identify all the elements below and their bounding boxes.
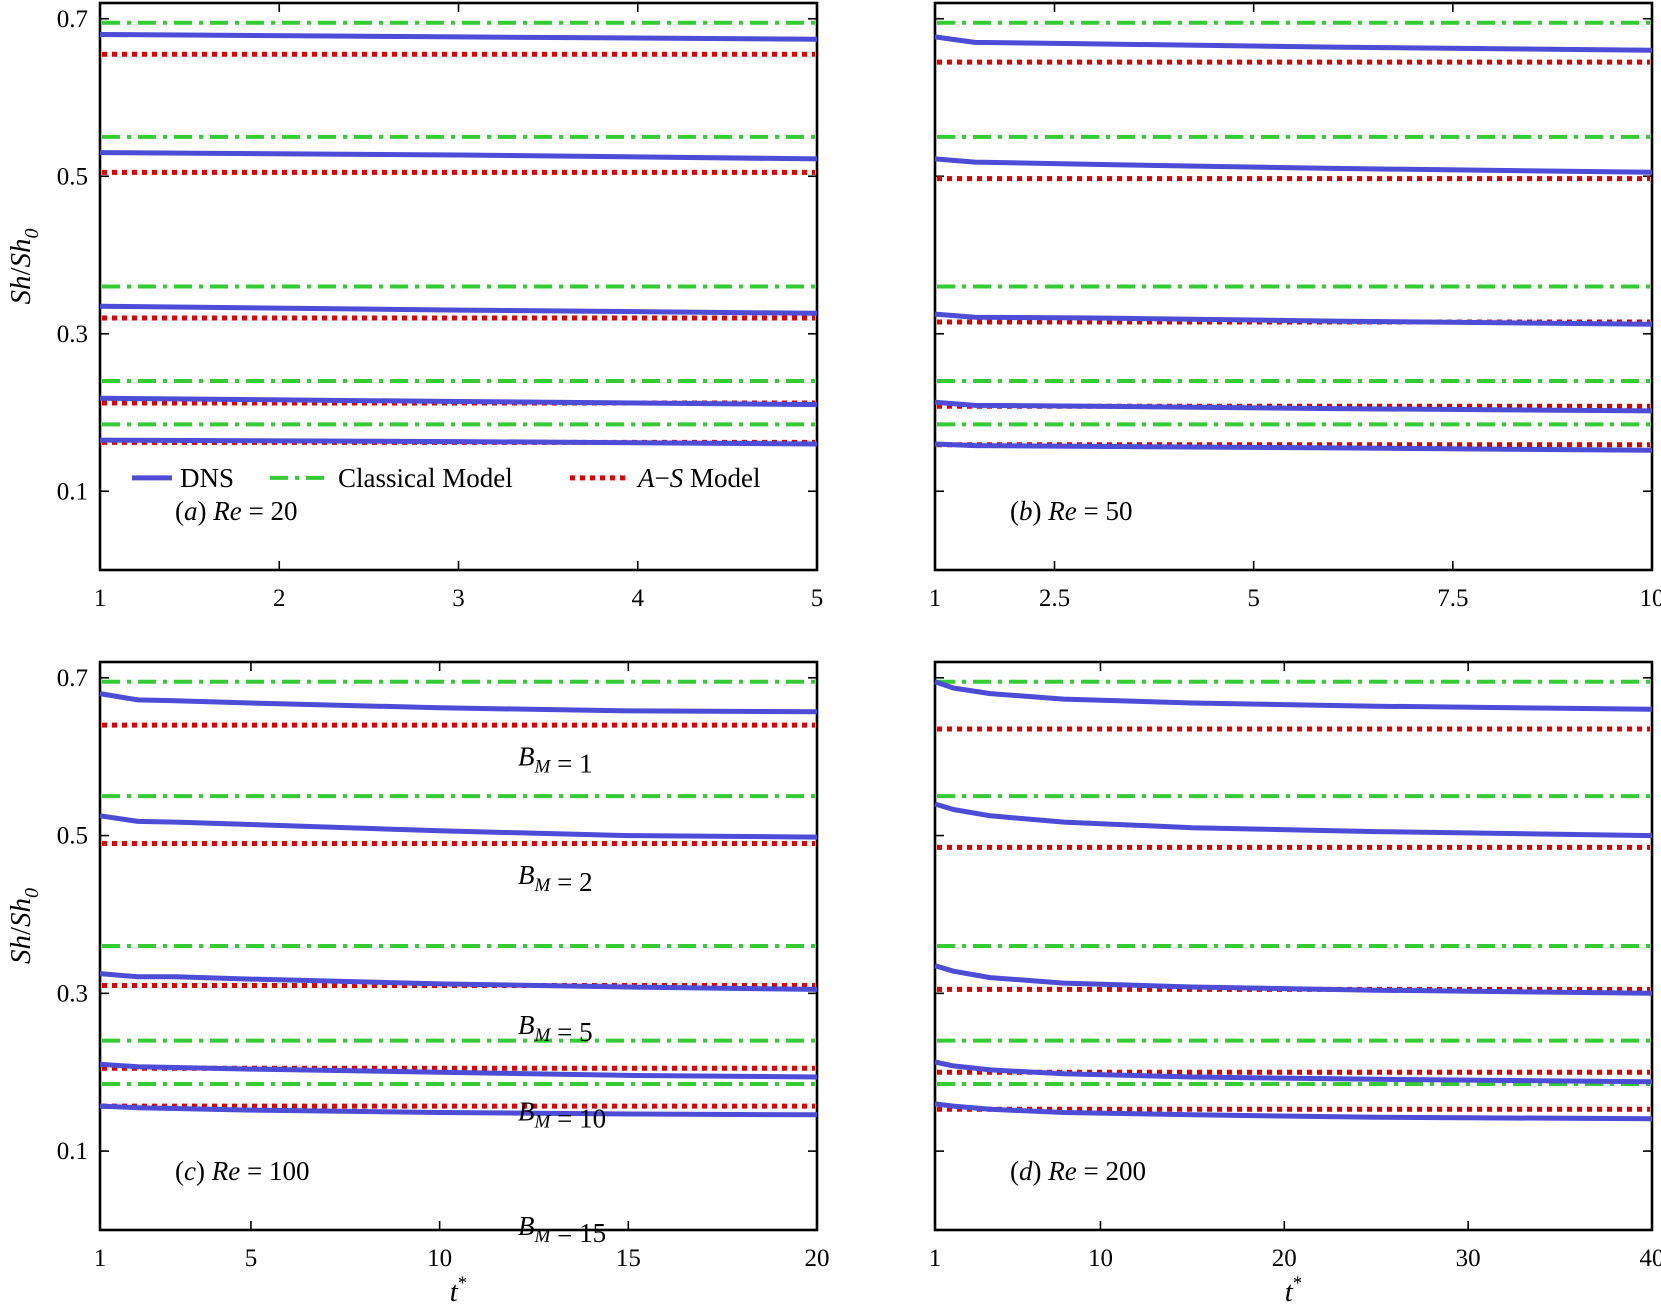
plot-frame xyxy=(933,1,1654,572)
x-tick-label: 5 xyxy=(245,1245,258,1272)
y-axis-label: Sh/Sh0 xyxy=(5,888,43,964)
x-tick-label: 15 xyxy=(616,1245,641,1272)
y-tick-label: 0.7 xyxy=(57,6,88,33)
x-tick-label: 10 xyxy=(427,1245,452,1272)
dns-curve xyxy=(934,1101,1653,1122)
dns-curve xyxy=(99,691,818,715)
legend: DNS Classical Model A−S Model xyxy=(132,463,760,493)
y-tick-label: 0.3 xyxy=(57,321,88,348)
dns-curve xyxy=(934,679,1653,712)
panel-label: (d) Re = 200 xyxy=(1010,1156,1146,1186)
x-tick-label: 1 xyxy=(929,585,942,612)
bm-label: BM = 15 xyxy=(518,1211,606,1248)
legend-label-asmodel: A−S Model xyxy=(636,463,760,493)
x-tick-label: 1 xyxy=(929,1245,942,1272)
dns-curve xyxy=(99,1061,818,1080)
x-tick-label: 2 xyxy=(273,585,286,612)
dns-curve xyxy=(934,1059,1653,1085)
legend-label-classical: Classical Model xyxy=(338,463,513,493)
x-axis-label: t* xyxy=(450,1273,468,1308)
x-tick-label: 2.5 xyxy=(1039,585,1070,612)
x-axis-label: t* xyxy=(1285,1273,1303,1308)
dns-curve xyxy=(934,34,1653,53)
dns-curve xyxy=(99,1103,818,1118)
x-tick-label: 1 xyxy=(94,585,107,612)
x-tick-label: 7.5 xyxy=(1437,585,1468,612)
x-tick-label: 5 xyxy=(811,585,824,612)
panel-1: 0.1 0.3 0.5 0.7 1 2 3 4 5 (a) Re = 20 Sh/Sh0 DNS Cla… xyxy=(5,1,824,612)
dns-curve xyxy=(99,813,818,840)
dns-curve xyxy=(934,156,1653,175)
y-tick-label: 0.3 xyxy=(57,980,88,1007)
x-tick-label: 30 xyxy=(1456,1245,1481,1272)
x-tick-label: 1 xyxy=(94,1245,107,1272)
y-tick-label: 0.1 xyxy=(57,1138,88,1165)
panel-label: (a) Re = 20 xyxy=(175,496,297,526)
dns-curve xyxy=(934,801,1653,839)
dns-curve xyxy=(934,441,1653,453)
dns-curve xyxy=(934,963,1653,996)
x-tick-label: 10 xyxy=(1640,585,1661,612)
bm-label: BM = 10 xyxy=(518,1097,606,1134)
bm-label: BM = 5 xyxy=(518,1010,593,1047)
y-tick-label: 0.5 xyxy=(57,823,88,850)
x-tick-label: 4 xyxy=(632,585,645,612)
y-axis-label: Sh/Sh0 xyxy=(5,228,43,304)
legend-label-dns: DNS xyxy=(180,463,234,493)
dns-curve xyxy=(99,32,818,42)
dns-curve xyxy=(99,971,818,992)
x-tick-label: 20 xyxy=(1272,1245,1297,1272)
panel-3: 0.10.30.50.71 5 10 15 20(c) Re = 100Sh/Sh0t*… xyxy=(5,660,830,1308)
panel-2: 1 2.5 5 7.5 10 (b) Re = 50 xyxy=(929,1,1661,612)
bm-label: BM = 1 xyxy=(518,742,593,779)
x-tick-label: 40 xyxy=(1640,1245,1661,1272)
plot-frame xyxy=(933,660,1654,1232)
panel-4: 1 10 20 30 40 (d) Re = 200 t* xyxy=(929,660,1661,1308)
panel-label: (c) Re = 100 xyxy=(175,1156,309,1186)
y-tick-label: 0.1 xyxy=(57,478,88,505)
x-tick-label: 10 xyxy=(1088,1245,1113,1272)
y-tick-label: 0.7 xyxy=(57,665,88,692)
y-tick-label: 0.5 xyxy=(57,163,88,190)
x-tick-label: 5 xyxy=(1247,585,1260,612)
x-tick-label: 20 xyxy=(805,1245,830,1272)
x-tick-label: 3 xyxy=(452,585,465,612)
dns-curve xyxy=(99,395,818,408)
dns-curve xyxy=(99,150,818,162)
dns-curve xyxy=(99,303,818,316)
panel-label: (b) Re = 50 xyxy=(1010,496,1132,526)
plot-frame xyxy=(98,660,819,1232)
dns-curve xyxy=(934,399,1653,414)
dns-curve xyxy=(99,437,818,447)
dns-curve xyxy=(934,311,1653,327)
bm-label: BM = 2 xyxy=(518,860,593,897)
